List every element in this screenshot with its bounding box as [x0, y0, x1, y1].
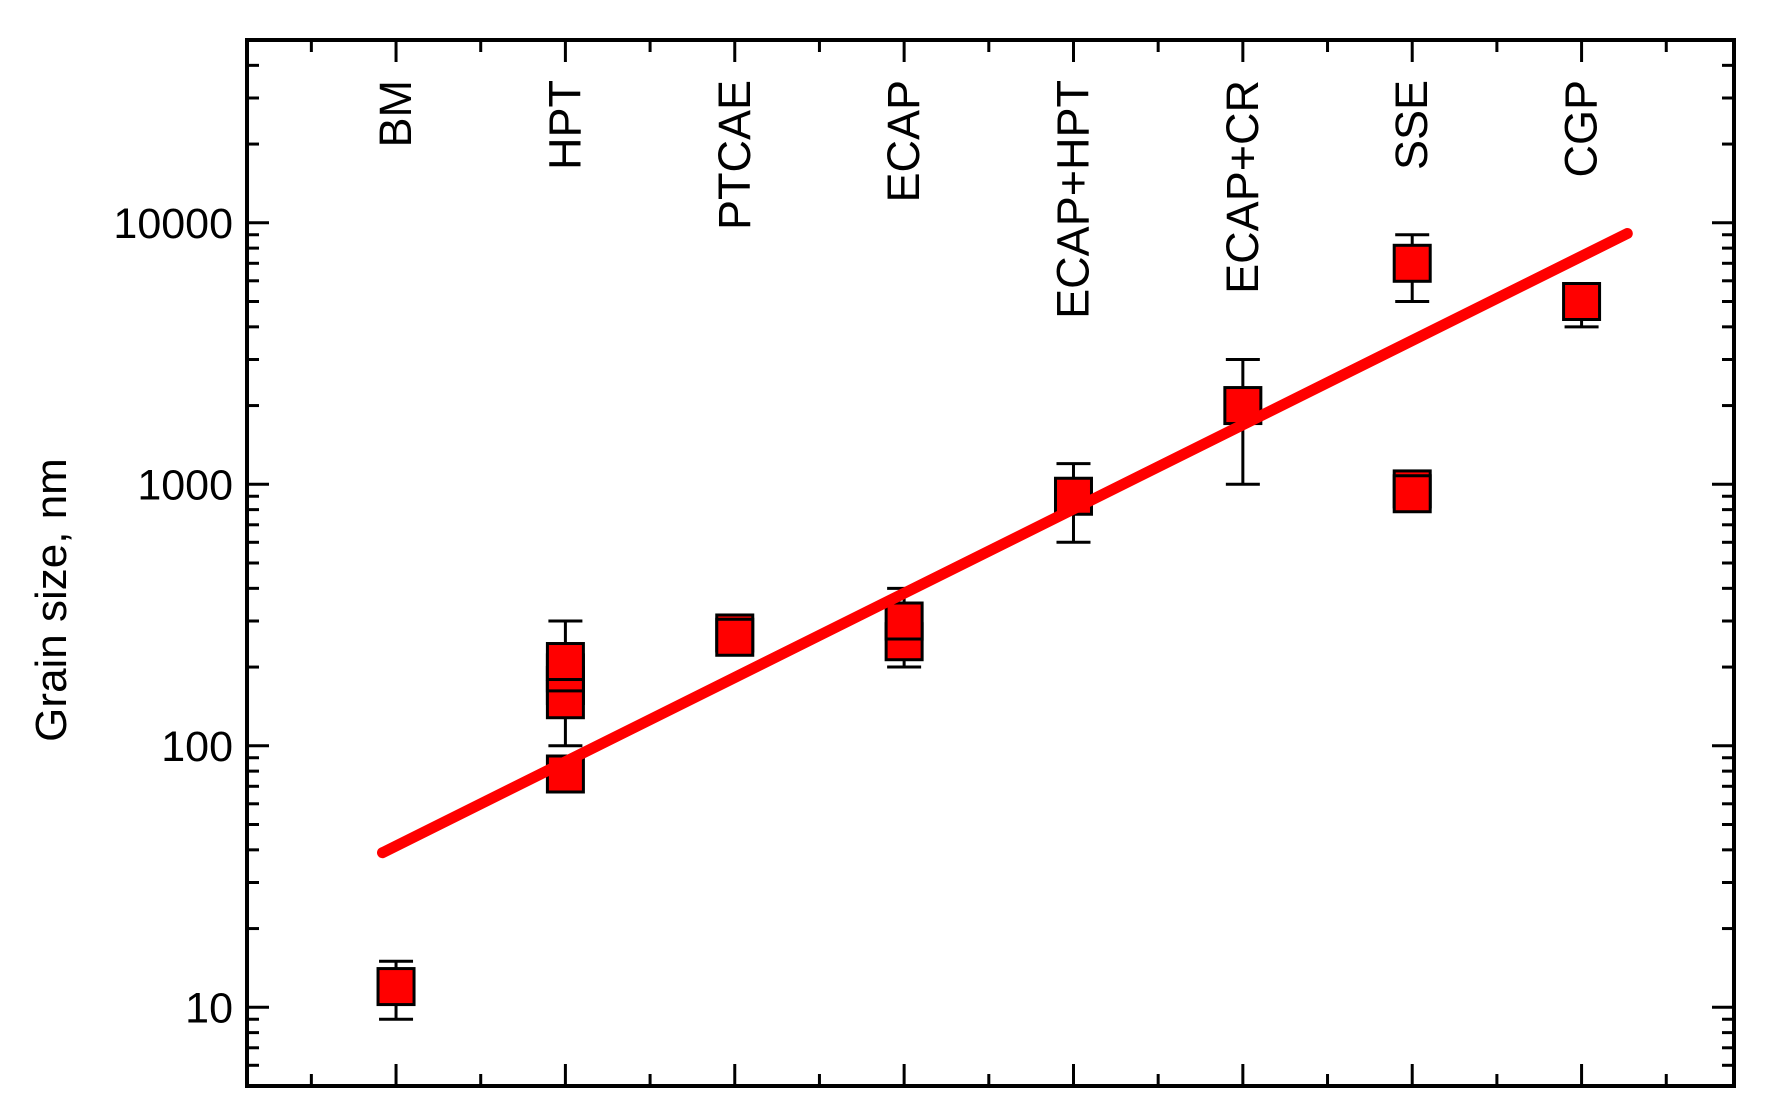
y-axis-title: Grain size, nm	[27, 458, 76, 742]
marker	[884, 601, 924, 641]
marker	[1562, 282, 1602, 321]
y-tick-label: 10000	[113, 200, 233, 248]
fit-line	[376, 227, 1633, 859]
category-label: SSE	[1386, 80, 1437, 170]
category-label: HPT	[539, 80, 590, 170]
category-label: ECAP+HPT	[1047, 80, 1098, 319]
y-tick-label: 1000	[137, 461, 233, 509]
y-tick-label: 100	[161, 723, 233, 771]
marker	[376, 967, 416, 1007]
category-label: CGP	[1556, 80, 1607, 178]
marker	[715, 617, 755, 657]
plot-frame	[245, 38, 1736, 1088]
category-label: BM	[370, 80, 421, 148]
category-label: PTCAE	[709, 80, 760, 230]
y-tick-label: 10	[185, 984, 233, 1032]
category-label: ECAP+CR	[1217, 80, 1268, 294]
marker	[1392, 243, 1432, 283]
marker	[1392, 474, 1432, 514]
marker	[545, 642, 585, 682]
category-label: ECAP	[878, 80, 929, 203]
